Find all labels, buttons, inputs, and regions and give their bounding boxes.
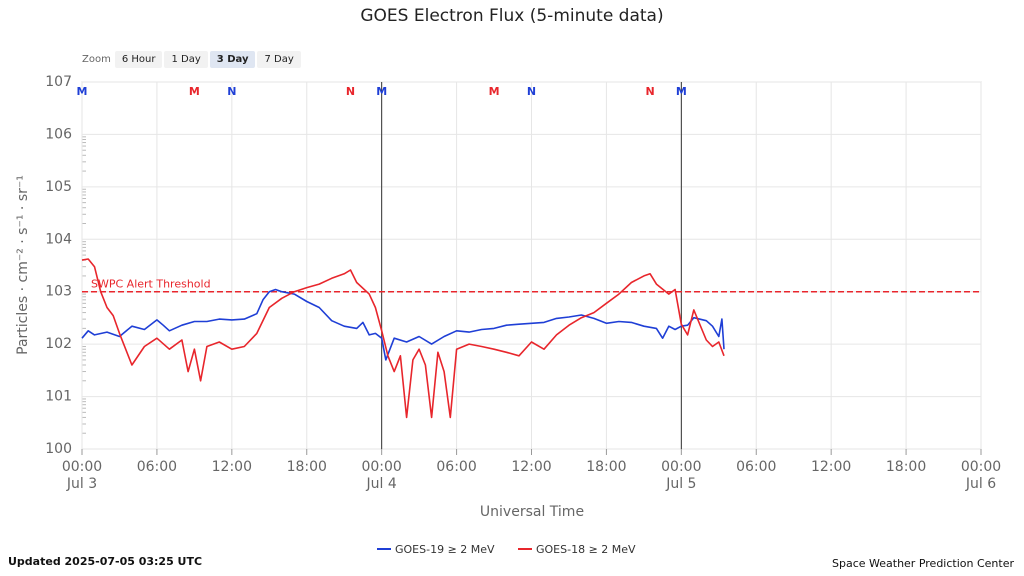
- y-tick-label: 102: [45, 336, 72, 352]
- zoom-3-day-button[interactable]: 3 Day: [209, 50, 256, 68]
- chart-title: GOES Electron Flux (5-minute data): [360, 6, 664, 26]
- x-tick-label: 18:00: [586, 459, 626, 475]
- event-marker: N: [227, 85, 236, 98]
- series-line-2: [81, 258, 725, 419]
- x-tick-label: 06:00: [736, 459, 776, 475]
- event-marker: N: [646, 85, 655, 98]
- event-marker: M: [77, 85, 88, 98]
- event-marker: M: [376, 85, 387, 98]
- x-tick-label: 12:00: [811, 459, 851, 475]
- zoom-7-day-button[interactable]: 7 Day: [257, 50, 301, 68]
- legend-label-1: GOES-19 ≥ 2 MeV: [395, 543, 495, 556]
- zoom-label: Zoom: [82, 53, 111, 65]
- updated-timestamp: Updated 2025-07-05 03:25 UTC: [8, 555, 203, 568]
- x-tick-sublabel: Jul 5: [665, 476, 696, 492]
- y-tick-label: 100: [45, 441, 72, 457]
- x-tick-sublabel: Jul 4: [366, 476, 397, 492]
- x-tick-label: 06:00: [137, 459, 177, 475]
- y-axis-title: Particles · cm⁻² · s⁻¹ · sr⁻¹: [15, 175, 31, 355]
- x-tick-label: 12:00: [511, 459, 551, 475]
- credit-text: Space Weather Prediction Center: [832, 557, 1014, 570]
- x-tick-label: 00:00: [62, 459, 102, 475]
- x-tick-label: 18:00: [886, 459, 926, 475]
- x-tick-label: 18:00: [287, 459, 327, 475]
- zoom-6-hour-button[interactable]: 6 Hour: [114, 50, 163, 68]
- zoom-1-day-button[interactable]: 1 Day: [164, 50, 208, 68]
- event-marker: M: [676, 85, 687, 98]
- event-marker: M: [489, 85, 500, 98]
- zoom-controls: Zoom 6 Hour 1 Day 3 Day 7 Day: [82, 49, 303, 69]
- y-tick-label: 101: [45, 389, 72, 405]
- y-tick-label: 104: [45, 231, 72, 247]
- event-marker: N: [527, 85, 536, 98]
- event-marker: M: [189, 85, 200, 98]
- x-tick-label: 06:00: [436, 459, 476, 475]
- threshold-label: SWPC Alert Threshold: [91, 278, 211, 291]
- x-tick-label: 00:00: [661, 459, 701, 475]
- x-tick-label: 12:00: [212, 459, 252, 475]
- y-tick-label: 107: [45, 74, 72, 90]
- x-axis-title: Universal Time: [480, 504, 584, 520]
- x-tick-sublabel: Jul 6: [965, 476, 996, 492]
- x-tick-label: 00:00: [361, 459, 401, 475]
- y-tick-label: 106: [45, 126, 72, 142]
- event-marker: N: [346, 85, 355, 98]
- y-tick-label: 103: [45, 284, 72, 300]
- y-tick-label: 105: [45, 179, 72, 195]
- x-tick-label: 00:00: [961, 459, 1001, 475]
- series-line-1: [81, 288, 725, 361]
- x-tick-sublabel: Jul 3: [66, 476, 97, 492]
- legend-label-2: GOES-18 ≥ 2 MeV: [536, 543, 636, 556]
